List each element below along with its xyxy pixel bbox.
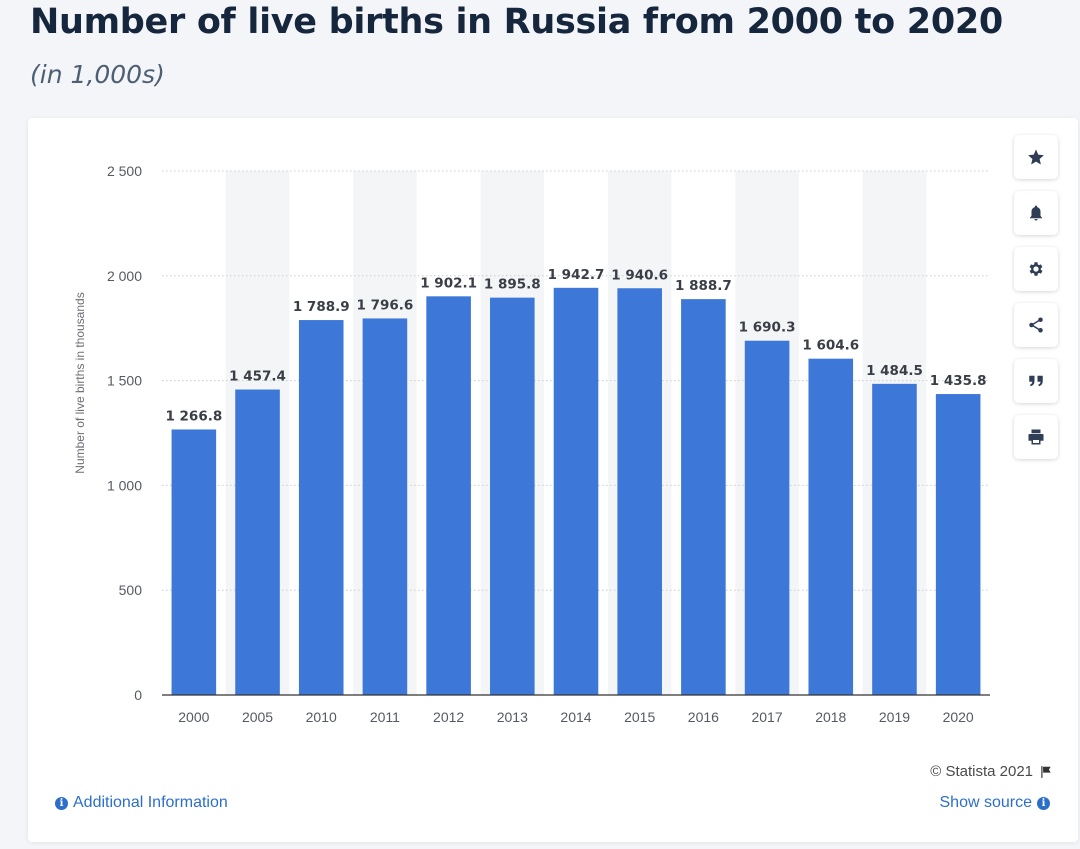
x-tick-label: 2017: [751, 709, 782, 725]
x-tick-label: 2000: [178, 709, 209, 725]
share-button[interactable]: [1014, 303, 1058, 347]
info-icon: i: [1037, 796, 1050, 810]
x-tick-label: 2011: [370, 709, 400, 725]
chart-bars: [171, 287, 981, 695]
bar[interactable]: [298, 320, 344, 695]
settings-button[interactable]: [1014, 247, 1058, 291]
x-tick-label: 2012: [433, 709, 464, 725]
bar[interactable]: [808, 358, 854, 695]
favorite-button[interactable]: [1014, 135, 1058, 179]
bar-value-label: 1 788.9: [293, 299, 350, 315]
info-icon: i: [55, 796, 68, 810]
bar-value-label: 1 888.7: [675, 278, 732, 294]
bar-value-label: 1 895.8: [484, 277, 541, 293]
bar-value-label: 1 484.5: [866, 363, 923, 379]
gear-icon: [1029, 262, 1043, 276]
bar[interactable]: [681, 299, 726, 695]
bar-value-label: 1 902.1: [420, 275, 477, 291]
x-tick-label: 2019: [879, 709, 910, 725]
bar[interactable]: [171, 429, 217, 695]
bar-value-label: 1 942.7: [548, 267, 605, 283]
copyright-text: © Statista 2021: [930, 763, 1033, 780]
bar[interactable]: [935, 394, 981, 695]
bar-value-label: 1 604.6: [802, 338, 859, 354]
bar[interactable]: [744, 340, 790, 695]
y-axis-ticks: 0 500 1 000 1 500 2 000 2 500: [107, 163, 142, 703]
show-source-label: Show source: [939, 794, 1033, 811]
bar[interactable]: [426, 296, 471, 695]
bar[interactable]: [490, 297, 535, 695]
y-tick-label: 2 500: [107, 163, 142, 179]
share-icon: [1029, 317, 1043, 333]
x-tick-label: 2018: [815, 709, 846, 725]
cite-button[interactable]: [1014, 359, 1058, 403]
x-tick-label: 2013: [497, 709, 528, 725]
chart-toolbar: [1014, 135, 1058, 471]
x-tick-label: 2016: [688, 709, 719, 725]
notification-button[interactable]: [1014, 191, 1058, 235]
bar[interactable]: [553, 287, 599, 695]
bar-value-label: 1 690.3: [739, 320, 796, 336]
y-tick-label: 0: [134, 687, 142, 703]
x-axis-ticks: 2000 2005 2010 2011 2012 2013 2014 2015 2016 2017…: [178, 709, 974, 725]
bell-icon: [1030, 205, 1042, 221]
bar-value-label: 1 940.6: [611, 267, 668, 283]
y-tick-label: 500: [119, 582, 143, 598]
y-tick-label: 1 500: [107, 373, 142, 389]
additional-information-label: Additional Information: [73, 794, 228, 811]
y-tick-label: 1 000: [107, 477, 142, 493]
additional-information-link[interactable]: i Additional Information: [55, 794, 228, 812]
show-source-link[interactable]: Show source i: [939, 794, 1050, 812]
chart-card: 0 500 1 000 1 500 2 000 2 500 1 266.8 1 457.4 1…: [28, 118, 1078, 842]
y-axis-label: Number of live births in thousands: [73, 292, 87, 473]
print-icon: [1028, 429, 1044, 445]
print-button[interactable]: [1014, 415, 1058, 459]
flag-icon[interactable]: [1039, 765, 1053, 779]
bar[interactable]: [872, 383, 917, 695]
x-tick-label: 2005: [242, 709, 273, 725]
bar-value-label: 1 266.8: [165, 408, 222, 424]
x-tick-label: 2020: [943, 709, 974, 725]
x-tick-label: 2010: [306, 709, 337, 725]
copyright: © Statista 2021: [930, 763, 1053, 780]
quote-icon: [1029, 375, 1043, 387]
star-icon: [1028, 149, 1044, 165]
bar[interactable]: [362, 318, 408, 695]
page-subtitle: (in 1,000s): [30, 60, 165, 89]
bar[interactable]: [617, 288, 662, 695]
y-tick-label: 2 000: [107, 268, 142, 284]
bar[interactable]: [235, 389, 280, 695]
page-title: Number of live births in Russia from 200…: [30, 2, 1003, 42]
bar-value-label: 1 457.4: [229, 369, 286, 385]
x-tick-label: 2014: [560, 709, 591, 725]
bar-value-label: 1 435.8: [930, 373, 987, 389]
bar-value-label: 1 796.6: [357, 297, 414, 313]
chart-value-labels: 1 266.8 1 457.4 1 788.9 1 796.6 1 902.1 1 895…: [165, 267, 986, 425]
x-tick-label: 2015: [624, 709, 655, 725]
